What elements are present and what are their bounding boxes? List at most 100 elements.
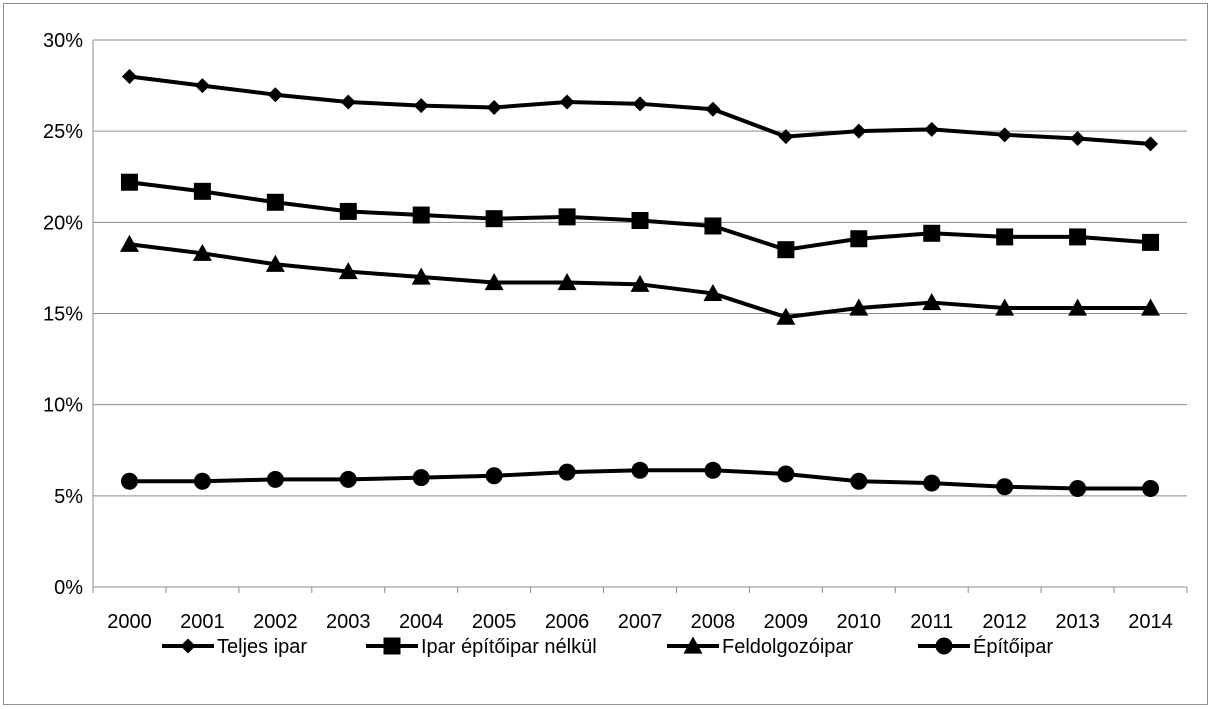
data-point	[1069, 228, 1087, 246]
data-point	[267, 87, 283, 103]
x-tick-label: 2007	[618, 611, 663, 633]
legend-marker	[180, 638, 196, 654]
data-point	[412, 206, 430, 224]
data-point	[559, 94, 575, 110]
y-tick-label: 15%	[43, 304, 83, 326]
data-point	[995, 298, 1015, 316]
data-point	[703, 283, 723, 302]
legend: Teljes ipar Ipar építőipar nélkül Feldolgo…	[162, 635, 1053, 658]
data-point	[630, 274, 650, 292]
legend-label: Teljes ipar	[217, 636, 307, 658]
data-point	[339, 202, 357, 220]
y-tick-label: 5%	[54, 486, 83, 508]
chart-frame	[3, 3, 1208, 705]
data-point	[1143, 136, 1159, 152]
gridlines	[93, 39, 1187, 497]
data-point	[777, 465, 795, 483]
data-point	[1141, 298, 1161, 316]
data-point	[557, 273, 577, 291]
x-tick-label: 2002	[253, 611, 298, 633]
data-point	[120, 173, 138, 191]
data-point	[776, 307, 796, 325]
x-tick-label: 2008	[691, 611, 736, 633]
data-point	[413, 98, 429, 114]
data-point	[193, 472, 211, 490]
data-point	[339, 470, 357, 488]
data-point	[850, 472, 868, 490]
x-tick-label: 2001	[180, 611, 225, 633]
data-point	[924, 121, 940, 137]
data-point	[997, 127, 1013, 143]
data-point	[1068, 298, 1088, 316]
data-point	[778, 129, 794, 145]
x-tick-label: 2011	[910, 611, 953, 633]
data-point	[193, 182, 211, 200]
x-tick-label: 2010	[837, 611, 882, 633]
data-point	[1142, 233, 1160, 251]
data-point	[485, 467, 503, 485]
x-tick-label: 2005	[472, 611, 517, 633]
data-point	[120, 472, 138, 490]
data-point	[705, 101, 721, 117]
data-point	[119, 234, 139, 252]
data-point	[923, 224, 941, 242]
y-tick-label: 25%	[43, 121, 83, 143]
data-point	[996, 478, 1014, 496]
series-circle	[120, 461, 1160, 498]
legend-item: Feldolgozóipar	[667, 636, 854, 658]
data-point	[192, 243, 212, 261]
x-tick-label: 2013	[1055, 611, 1100, 633]
series-group	[119, 68, 1161, 498]
y-tick-label: 10%	[43, 395, 83, 417]
legend-label: Feldolgozóipar	[722, 636, 854, 658]
data-point	[484, 273, 504, 291]
data-point	[121, 68, 137, 84]
x-tick-label: 2006	[545, 611, 590, 633]
data-point	[996, 228, 1014, 246]
series-diamond	[121, 68, 1159, 152]
x-tick-label: 2004	[399, 611, 444, 633]
series-triangle	[119, 234, 1161, 325]
y-tick-label: 30%	[43, 30, 83, 52]
x-tick-label: 2014	[1128, 611, 1173, 633]
data-point	[266, 470, 284, 488]
data-point	[704, 217, 722, 235]
data-point	[922, 293, 942, 311]
data-point	[485, 210, 503, 228]
legend-item: Ipar építőipar nélkül	[366, 636, 597, 658]
legend-item: Építőipar	[918, 635, 1053, 658]
data-point	[1142, 480, 1160, 498]
x-tick-label: 2009	[764, 611, 809, 633]
data-point	[704, 461, 722, 479]
legend-marker	[935, 637, 953, 655]
data-point	[194, 78, 210, 94]
data-point	[411, 267, 431, 285]
data-point	[632, 96, 648, 112]
data-point	[849, 298, 869, 316]
data-point	[1069, 480, 1087, 498]
data-point	[777, 241, 795, 259]
data-point	[850, 230, 868, 248]
legend-label: Építőipar	[973, 635, 1053, 658]
data-point	[412, 469, 430, 487]
y-tick-label: 20%	[43, 212, 83, 234]
data-point	[631, 212, 649, 230]
series-square	[120, 173, 1160, 259]
axes: 0% 5% 10% 15% 20% 25% 30% 2000 2001 2002 2003 2004 2…	[43, 30, 1188, 633]
legend-marker	[383, 637, 401, 655]
legend-label: Ipar építőipar nélkül	[421, 636, 597, 658]
data-point	[265, 254, 285, 272]
data-point	[631, 461, 649, 479]
data-point	[1070, 130, 1086, 146]
data-point	[923, 474, 941, 492]
legend-marker	[683, 636, 703, 654]
data-point	[338, 262, 358, 280]
x-tick-label: 2003	[326, 611, 371, 633]
y-tick-label: 0%	[54, 577, 83, 599]
data-point	[486, 99, 502, 115]
data-point	[558, 208, 576, 226]
data-point	[851, 123, 867, 139]
data-point	[340, 94, 356, 110]
x-tick-label: 2012	[982, 611, 1027, 633]
